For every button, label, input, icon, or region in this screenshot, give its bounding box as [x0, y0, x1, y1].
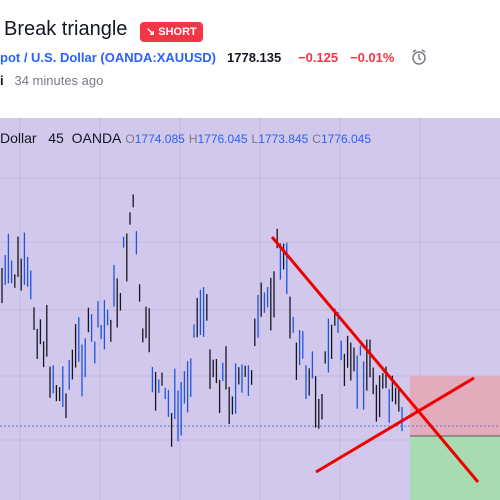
ohlc-item: O1774.085 [125, 132, 184, 146]
alert-icon[interactable] [410, 48, 428, 66]
grid [0, 118, 500, 500]
short-badge[interactable]: ↘ SHORT [140, 22, 203, 42]
trend-line [270, 236, 480, 483]
time: 34 minutes ago [14, 73, 104, 88]
idea-header: Break triangle ↘ SHORT pot / U.S. Dollar… [0, 0, 500, 118]
ohlc-label: C [312, 132, 321, 146]
ohlc-label: O [125, 132, 135, 146]
price-bars [1, 194, 403, 447]
symbol-code: (OANDA:XAUUSD) [100, 50, 216, 65]
trend-line [315, 376, 475, 474]
ohlc-label: L [251, 132, 259, 146]
ohlc-value: 1776.045 [197, 132, 248, 146]
symbol-name: pot / U.S. Dollar [0, 50, 97, 65]
legend: Dollar 45 OANDA O1774.085 H1776.045 L1773.8… [0, 130, 371, 146]
legend-interval: 45 [48, 130, 64, 146]
legend-symbol: Dollar [0, 130, 37, 146]
ohlc-value: 1774.085 [134, 132, 185, 146]
price: 1778.135 [227, 50, 282, 65]
badge-text: SHORT [158, 26, 197, 38]
symbol[interactable]: pot / U.S. Dollar (OANDA:XAUUSD) [0, 50, 216, 65]
author[interactable]: i [0, 73, 4, 88]
ohlc-value: 1773.845 [258, 132, 309, 146]
ohlc-item: C1776.045 [312, 132, 371, 146]
stop-zone [410, 376, 500, 436]
chart [0, 118, 500, 500]
target-zone [410, 436, 500, 500]
change-percent: −0.01% [350, 50, 395, 65]
ohlc-item: L1773.845 [252, 132, 309, 146]
idea-title: Break triangle [4, 18, 128, 40]
change: −0.125 [298, 50, 339, 65]
ohlc-item: H1776.045 [189, 132, 248, 146]
legend-exchange: OANDA [71, 130, 122, 146]
ohlc-value: 1776.045 [320, 132, 372, 146]
author-line: i 34 minutes ago [0, 73, 103, 88]
ohlc-label: H [188, 132, 198, 146]
